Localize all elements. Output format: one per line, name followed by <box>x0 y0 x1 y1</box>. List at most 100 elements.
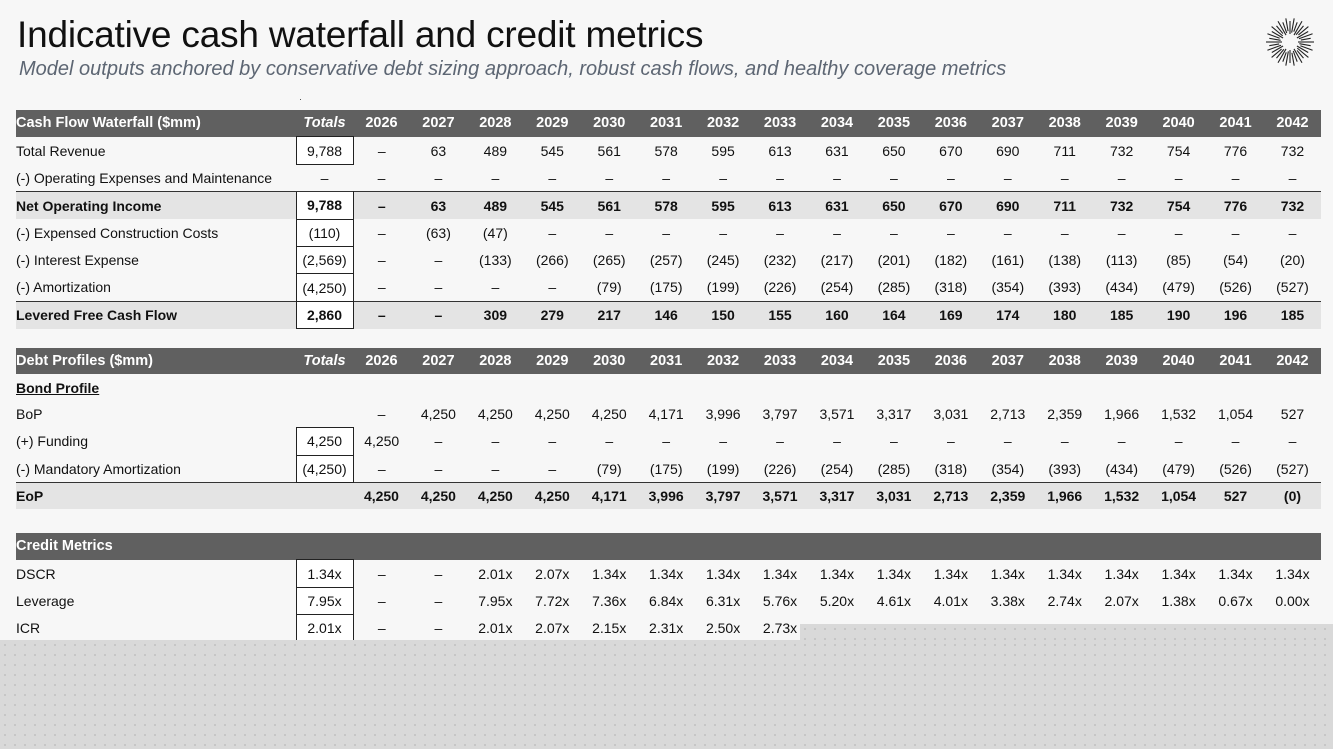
row-value: (79) <box>596 279 622 296</box>
row-value: – <box>491 169 500 186</box>
logo-ray <box>1285 51 1289 66</box>
row-value: – <box>1288 224 1297 241</box>
table-row: EoP 4,250 4,250 4,250 4,250 4,171 3,996 3,797 3,… <box>16 481 1321 510</box>
year-header: 2042 <box>1264 110 1321 137</box>
row-value: (79) <box>596 460 622 477</box>
row-value: 650 <box>882 142 906 159</box>
row-value: (245) <box>706 252 740 269</box>
totals-header: Totals <box>296 348 353 375</box>
row-value: (527) <box>1276 279 1309 296</box>
year-header <box>523 533 581 560</box>
row-label: Net Operating Income <box>16 191 296 220</box>
row-value: – <box>1231 224 1240 241</box>
year-header <box>922 533 980 560</box>
row-value: – <box>1231 169 1240 186</box>
year-header: 2039 <box>1093 110 1151 137</box>
section-header: Cash Flow Waterfall ($mm) <box>16 110 296 137</box>
empty-cell <box>638 374 695 400</box>
row-value: (285) <box>877 460 911 477</box>
totals-header <box>296 533 353 560</box>
logo-ray <box>1277 48 1287 64</box>
row-value: 160 <box>808 300 866 329</box>
table-row: Levered Free Cash Flow 2,860– –309 279 217 14… <box>16 300 1321 330</box>
row-value: – <box>1174 433 1183 450</box>
row-value: 561 <box>580 191 638 220</box>
logo-ray <box>1299 43 1311 47</box>
row-value: (20) <box>1280 252 1305 269</box>
table-row: DSCR 1.34x – – 2.01x 2.07x 1.34x 1.34x 1.34x 1.34… <box>16 559 1321 588</box>
logo-ray <box>1293 20 1303 36</box>
row-total: 1.34x <box>295 559 354 588</box>
row-value: (175) <box>649 279 683 296</box>
row-value: 1.34x <box>1161 565 1196 582</box>
empty-cell <box>296 374 353 400</box>
row-value: 1,054 <box>1150 481 1208 510</box>
year-header <box>1207 533 1264 560</box>
row-value: 2.07x <box>535 565 570 582</box>
row-total: 7.95x <box>295 586 354 616</box>
table-row: (-) Operating Expenses and Maintenance – –… <box>16 164 1321 191</box>
empty-cell <box>467 374 524 400</box>
row-total: 9,788 <box>295 136 354 165</box>
row-label: BoP <box>16 406 43 423</box>
row-value: – <box>1003 169 1012 186</box>
row-value: 3,031 <box>865 481 923 510</box>
row-value: – <box>1117 169 1126 186</box>
logo-ray <box>1271 45 1284 53</box>
row-value: 754 <box>1150 191 1208 220</box>
year-header <box>637 533 695 560</box>
empty-cell <box>865 374 922 400</box>
row-value: 754 <box>1166 142 1191 159</box>
table-row: Net Operating Income 9,788–63 489 545 561 578… <box>16 191 1321 220</box>
stray-dot <box>300 99 301 100</box>
row-value: 776 <box>1207 191 1264 220</box>
row-value: 732 <box>1093 191 1151 220</box>
row-value: 1.34x <box>876 565 912 582</box>
year-header: 2027 <box>409 110 467 137</box>
row-value: (138) <box>1048 252 1082 269</box>
row-value: (199) <box>706 279 740 296</box>
row-value: 711 <box>1053 142 1076 159</box>
logo-ray <box>1269 43 1280 47</box>
year-header: 2041 <box>1207 348 1264 375</box>
row-value: 1.34x <box>819 565 855 582</box>
logo-ray <box>1296 31 1309 39</box>
row-total: (4,250) <box>295 454 354 483</box>
year-header: 2032 <box>694 110 752 137</box>
empty-cell <box>1150 374 1207 400</box>
logo-ray <box>1300 45 1313 51</box>
year-header: 2028 <box>466 110 524 137</box>
table-row: (-) Interest Expense (2,569) – – (133) (266) (… <box>16 245 1321 275</box>
row-value: 690 <box>996 142 1020 159</box>
year-header <box>1093 533 1151 560</box>
row-value: 217 <box>580 300 638 329</box>
row-value: 489 <box>466 191 524 220</box>
row-value: 711 <box>1036 191 1094 220</box>
logo-ray <box>1271 48 1282 58</box>
row-value: (161) <box>991 252 1025 269</box>
row-total: 4,250 <box>295 427 354 456</box>
year-header: 2027 <box>409 348 467 375</box>
logo-ray <box>1296 47 1309 58</box>
row-value: 776 <box>1223 142 1248 159</box>
row-value: 2.07x <box>535 620 570 637</box>
year-header <box>353 533 410 560</box>
row-value: 1.34x <box>705 565 741 582</box>
row-value: (393) <box>1048 279 1082 296</box>
row-value: 6.31x <box>705 592 741 609</box>
row-value: – <box>662 224 671 241</box>
row-value: – <box>434 592 443 609</box>
row-value: – <box>833 224 841 241</box>
row-value: 1.34x <box>592 565 627 582</box>
row-value: – <box>377 169 386 186</box>
section-header-row: Debt Profiles ($mm) Totals 2026 2027 2028 202… <box>16 348 1321 375</box>
row-value: (434) <box>1105 279 1138 296</box>
row-value: (526) <box>1219 460 1252 477</box>
year-header: 2041 <box>1207 110 1264 137</box>
row-label: Leverage <box>16 592 75 609</box>
row-value: (526) <box>1219 279 1252 296</box>
page-title: Indicative cash waterfall and credit met… <box>17 14 704 55</box>
row-value: 190 <box>1150 300 1208 329</box>
row-value: 63 <box>409 191 467 220</box>
row-value: – <box>1174 169 1183 186</box>
